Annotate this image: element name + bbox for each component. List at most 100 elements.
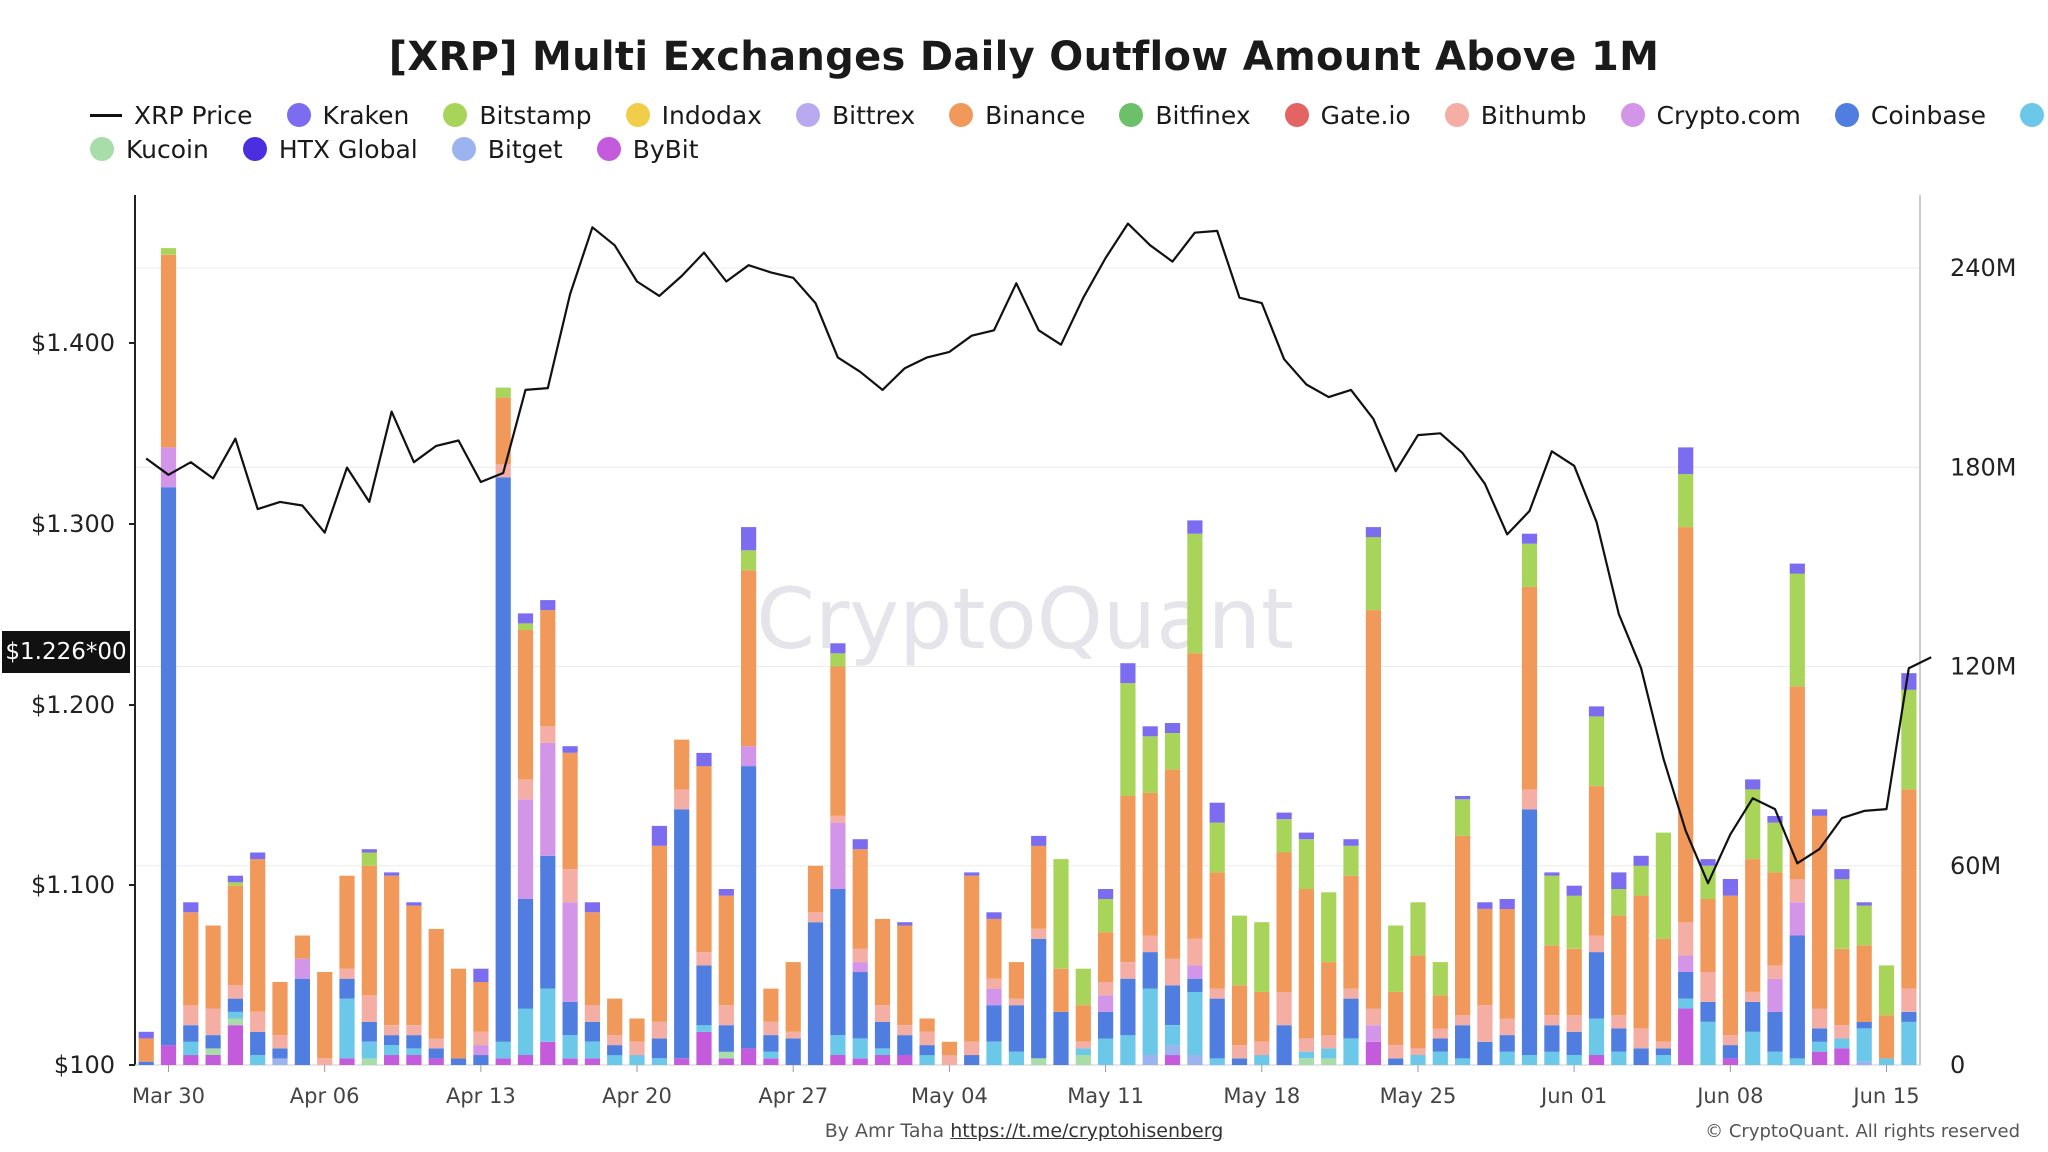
bar-binance (1834, 948, 1850, 1026)
bar-bithumb (830, 816, 846, 823)
right-tick-label: 120M (1950, 653, 2017, 681)
legend-label: Kucoin (126, 134, 209, 164)
bar-kraken (1499, 899, 1515, 909)
bar-bithumb (1410, 1048, 1426, 1055)
legend-item-gate-io[interactable]: Gate.io (1284, 101, 1411, 130)
bar-crypto-com (540, 742, 556, 856)
bar-coinbase (384, 1035, 400, 1046)
bar-crypto-com (1678, 955, 1694, 972)
bar-coinbase (250, 1031, 266, 1055)
bar-kraken (1187, 520, 1203, 534)
bar-binance (428, 928, 444, 1039)
bar-binance (317, 972, 333, 1059)
bar-coinbase (160, 487, 177, 1046)
bar-bybit (562, 1058, 578, 1065)
bar-kucoin (1321, 1058, 1337, 1065)
bar-upbit (1588, 1018, 1605, 1055)
legend-item-bitget[interactable]: Bitget (451, 135, 563, 164)
bar-bybit (517, 1055, 534, 1065)
legend-item-upbit[interactable]: Upbit (2020, 101, 2048, 130)
bar-kraken (361, 849, 377, 853)
legend-item-bitstamp[interactable]: Bitstamp (443, 101, 592, 130)
copyright-notice: © CryptoQuant. All rights reserved (1705, 1121, 2020, 1142)
legend-item-kucoin[interactable]: Kucoin (90, 135, 209, 164)
bar-kucoin (1075, 1055, 1091, 1065)
bar-bitstamp (1053, 859, 1069, 969)
bar-bitget (272, 1058, 288, 1065)
bar-upbit (584, 1041, 600, 1059)
bar-upbit (1499, 1051, 1515, 1065)
bar-kucoin (718, 1051, 734, 1059)
bar-coinbase (785, 1038, 801, 1065)
bar-kraken (897, 922, 913, 926)
bar-kucoin (205, 1048, 221, 1055)
bar-kraken (138, 1031, 154, 1039)
legend-item-coinbase[interactable]: Coinbase (1834, 101, 1986, 130)
bar-coinbase (1477, 1041, 1493, 1065)
bar-bybit (1722, 1058, 1738, 1065)
bar-coinbase (1856, 1021, 1872, 1029)
bar-bithumb (852, 948, 868, 963)
bar-binance (1477, 908, 1493, 1006)
bar-bitstamp (1209, 822, 1225, 873)
credit-author: By Amr Taha (824, 1120, 951, 1142)
bar-binance (1053, 968, 1069, 1012)
bar-upbit (1812, 1041, 1828, 1052)
x-tick-label: Jun 15 (1851, 1084, 1919, 1108)
bar-bitstamp (1164, 732, 1181, 770)
bar-binance (205, 925, 221, 1009)
bar-binance (696, 766, 712, 953)
bar-bitstamp (1544, 875, 1560, 946)
bar-bybit (897, 1055, 913, 1065)
bar-binance (1521, 586, 1538, 790)
credit-link[interactable]: https://t.me/cryptohisenberg (950, 1120, 1224, 1142)
bar-upbit (852, 1038, 868, 1059)
bar-bitstamp (1276, 819, 1292, 853)
bar-coinbase (1276, 1025, 1292, 1065)
bar-coinbase (1209, 998, 1225, 1059)
legend-item-bithumb[interactable]: Bithumb (1444, 101, 1587, 130)
bar-bybit (830, 1055, 846, 1065)
bar-binance (1678, 527, 1694, 923)
legend-item-xrp-price[interactable]: XRP Price (90, 101, 253, 130)
legend-item-indodax[interactable]: Indodax (625, 101, 762, 130)
bar-kraken (964, 872, 980, 876)
bar-kraken (651, 825, 667, 846)
x-tick-label: Jun 01 (1539, 1084, 1607, 1108)
bar-bithumb (584, 1005, 600, 1022)
bar-coinbase (1678, 972, 1694, 999)
bar-binance (1722, 895, 1738, 1036)
bar-kraken (1098, 889, 1114, 899)
bar-upbit (1834, 1038, 1850, 1049)
bar-upbit (1767, 1051, 1783, 1065)
bar-coinbase (897, 1035, 913, 1055)
bar-kraken (741, 527, 757, 551)
bar-bitstamp (1098, 899, 1114, 933)
bar-coinbase (1633, 1048, 1649, 1065)
bar-binance (1164, 769, 1181, 959)
bar-bithumb (651, 1021, 667, 1039)
bar-kraken (1164, 723, 1181, 733)
bar-coinbase (763, 1035, 779, 1052)
bar-coinbase (1120, 978, 1136, 1036)
bar-upbit (1187, 991, 1203, 1055)
legend-item-kraken[interactable]: Kraken (286, 101, 409, 130)
bar-upbit (339, 998, 355, 1059)
bar-bitstamp (1142, 736, 1158, 793)
legend-item-htx-global[interactable]: HTX Global (242, 135, 418, 164)
bar-upbit (1745, 1031, 1761, 1065)
legend-item-crypto-com[interactable]: Crypto.com (1620, 100, 1801, 130)
bar-kraken (1901, 673, 1917, 690)
bar-bithumb (1187, 938, 1203, 966)
legend-item-bitfinex[interactable]: Bitfinex (1119, 101, 1251, 130)
legend-item-bittrex[interactable]: Bittrex (795, 101, 915, 130)
bar-binance (1745, 859, 1761, 992)
legend-item-binance[interactable]: Binance (949, 101, 1085, 130)
left-tick-label: $100 (54, 1051, 115, 1079)
legend-item-bybit[interactable]: ByBit (596, 135, 699, 164)
bar-bithumb (1789, 879, 1805, 903)
bar-binance (517, 630, 534, 780)
legend-label: Crypto.com (1656, 100, 1801, 130)
bar-bitstamp (1343, 845, 1359, 876)
bar-coinbase (1164, 985, 1181, 1026)
